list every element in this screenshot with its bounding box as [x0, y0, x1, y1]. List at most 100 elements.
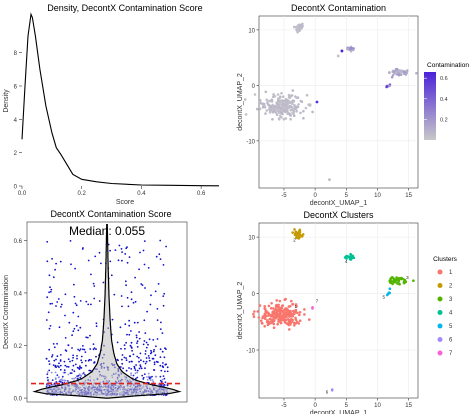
- violin-jitter-point: [67, 358, 70, 360]
- violin-jitter-point: [136, 342, 138, 344]
- violin-jitter-point: [64, 314, 66, 317]
- violin-jitter-point: [59, 359, 62, 361]
- contam-point: [403, 70, 406, 73]
- clusters-point: [257, 316, 261, 319]
- violin-jitter-point: [92, 282, 95, 285]
- violin-jitter-point: [149, 379, 152, 381]
- violin-jitter-point: [76, 375, 78, 377]
- violin-jitter-point: [128, 256, 131, 258]
- violin-jitter-point: [146, 310, 149, 313]
- violin-jitter-point: [158, 253, 161, 256]
- violin-jitter-point: [136, 346, 139, 348]
- clusters-point: [281, 304, 285, 307]
- violin-jitter-point: [121, 362, 124, 365]
- violin-jitter-point: [146, 376, 148, 378]
- violin-jitter-point: [131, 347, 133, 349]
- violin-jitter-point: [50, 288, 53, 291]
- clusters-legend-label: 7: [449, 351, 453, 357]
- violin-jitter-point: [67, 344, 70, 346]
- violin-jitter-point: [54, 371, 57, 374]
- contamination-umap-panel: -5 0 5 10 15 -10 0 10 DecontX Contamination decon…: [237, 3, 469, 207]
- clusters-legend-swatch: [437, 350, 443, 356]
- violin-jitter-point: [156, 308, 159, 310]
- violin-jitter-point: [155, 345, 157, 348]
- clusters-legend-swatch: [437, 269, 443, 275]
- clusters-point: [266, 322, 270, 326]
- violin-jitter-point: [56, 355, 59, 358]
- clusters-point: [277, 318, 281, 322]
- clusters-point: [274, 308, 278, 311]
- violin-jitter-point: [73, 370, 76, 373]
- clusters-point: [293, 324, 296, 327]
- violin-jitter-point: [48, 385, 51, 387]
- clusters-point: [279, 321, 283, 325]
- violin-jitter-point: [129, 344, 132, 347]
- violin-jitter-point: [63, 360, 66, 363]
- contam-point: [349, 50, 353, 53]
- violin-jitter-point: [148, 359, 151, 362]
- clusters-point: [277, 313, 281, 316]
- contam-point: [299, 111, 302, 115]
- clusters-point: [297, 236, 301, 240]
- violin-jitter-point: [143, 373, 146, 376]
- violin-jitter-point: [72, 311, 75, 314]
- violin-jitter-point: [138, 360, 140, 363]
- violin-jitter-point: [134, 276, 137, 279]
- violin-jitter-point: [128, 324, 131, 327]
- violin-jitter-point: [71, 347, 73, 349]
- clusters-point: [298, 319, 302, 323]
- violin-jitter-point: [95, 348, 97, 351]
- violin-jitter-point: [85, 300, 88, 303]
- violin-jitter-point: [49, 286, 51, 289]
- violin-jitter-point: [130, 374, 133, 376]
- violin-jitter-point: [58, 326, 61, 329]
- clusters-point: [396, 282, 399, 285]
- clusters-point: [295, 236, 298, 240]
- clusters-point: [268, 317, 272, 321]
- violin-jitter-point: [86, 336, 89, 339]
- clusters-point: [298, 231, 301, 234]
- violin-jitter-point: [49, 325, 52, 327]
- contam-point: [260, 102, 263, 105]
- clusters-point: [330, 389, 334, 392]
- violin-jitter-point: [54, 364, 57, 367]
- cluster-label: 5: [382, 295, 385, 300]
- clusters-point: [264, 309, 268, 313]
- contam-point: [395, 67, 399, 71]
- violin-jitter-point: [156, 319, 159, 321]
- violin-jitter-point: [152, 339, 155, 341]
- x-tick-label: 10: [374, 193, 381, 199]
- clusters-legend-label: 1: [449, 270, 453, 276]
- contam-point: [244, 113, 248, 116]
- contam-point: [283, 101, 286, 104]
- violin-jitter-point: [80, 355, 83, 358]
- clusters-point: [253, 310, 256, 313]
- contam-point: [269, 109, 272, 112]
- violin-jitter-point: [164, 370, 166, 373]
- contam-point: [288, 113, 292, 116]
- contam-point: [415, 71, 418, 75]
- contam-title: DecontX Contamination: [291, 3, 386, 13]
- violin-jitter-point: [48, 369, 51, 372]
- contam-point: [291, 107, 295, 111]
- violin-jitter-point: [125, 341, 127, 344]
- violin-jitter-point: [110, 274, 113, 277]
- clusters-point: [402, 278, 406, 281]
- violin-jitter-point: [61, 375, 64, 378]
- violin-jitter-point: [49, 302, 52, 305]
- violin-jitter-point: [118, 244, 121, 247]
- violin-jitter-point: [76, 357, 78, 360]
- violin-jitter-point: [147, 267, 150, 269]
- x-axis-label: Score: [116, 199, 134, 206]
- clusters-legend-swatch: [437, 283, 443, 288]
- clusters-legend-swatch: [437, 296, 443, 302]
- violin-jitter-point: [138, 268, 141, 271]
- x-tick-label: 5: [345, 193, 349, 199]
- violin-jitter-point: [145, 360, 148, 363]
- violin-jitter-point: [59, 378, 62, 381]
- y-tick-label: -10: [246, 139, 255, 145]
- violin-jitter-point: [159, 379, 162, 382]
- clusters-point: [400, 277, 403, 281]
- clusters-point: [270, 302, 273, 305]
- violin-jitter-point: [117, 259, 120, 262]
